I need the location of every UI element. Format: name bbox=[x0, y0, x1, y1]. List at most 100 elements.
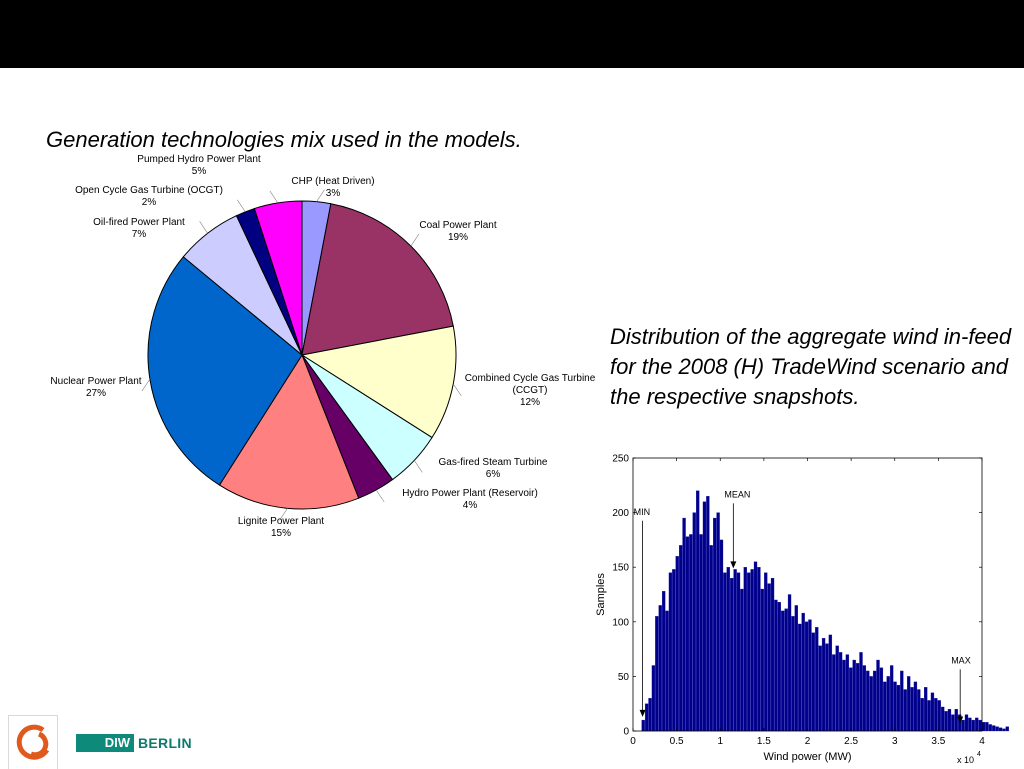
histogram-bar bbox=[975, 717, 979, 732]
histogram-bar bbox=[743, 567, 747, 732]
histogram-bar bbox=[903, 689, 907, 732]
histogram-bar bbox=[750, 569, 754, 732]
histogram-bar bbox=[730, 577, 734, 732]
header-bar bbox=[0, 0, 1024, 68]
diw-city-label: BERLIN bbox=[138, 735, 192, 751]
histogram-bar bbox=[832, 654, 836, 732]
histogram-bar bbox=[937, 700, 941, 732]
histogram-bar bbox=[692, 512, 696, 732]
pie-slice bbox=[218, 353, 360, 510]
histogram-bar bbox=[661, 591, 666, 732]
histogram-bar bbox=[794, 605, 798, 732]
x-tick-label: 4 bbox=[979, 736, 985, 747]
histogram-bar bbox=[951, 714, 955, 732]
pie-percent-label: 15% bbox=[271, 528, 291, 539]
pie-leader-line bbox=[316, 189, 325, 202]
histogram-bar bbox=[740, 588, 744, 732]
histogram-bar bbox=[968, 717, 972, 732]
y-tick-label: 0 bbox=[623, 727, 629, 738]
histogram-bar bbox=[869, 676, 873, 732]
x-tick-label: 0 bbox=[630, 736, 636, 747]
histogram-bar bbox=[900, 670, 904, 732]
histogram-bar bbox=[998, 727, 1003, 732]
pie-label: Combined Cycle Gas Turbine bbox=[465, 373, 596, 384]
histogram-bar bbox=[753, 561, 758, 732]
histogram-bar bbox=[1002, 728, 1006, 732]
histogram-bar bbox=[679, 545, 683, 732]
histogram-bar bbox=[947, 709, 952, 732]
annotation-label: MIN bbox=[634, 507, 651, 517]
histogram-bar bbox=[896, 684, 901, 732]
pie-leader-line bbox=[410, 233, 420, 247]
histogram-bar bbox=[910, 687, 914, 732]
histogram-bar bbox=[828, 634, 833, 732]
histogram-bar bbox=[818, 645, 822, 732]
histogram-bar bbox=[668, 572, 673, 732]
histogram-bar bbox=[883, 681, 887, 732]
histogram-bar bbox=[971, 719, 975, 732]
histogram-bar bbox=[709, 545, 713, 732]
pie-slice bbox=[253, 200, 303, 356]
histogram-bar bbox=[981, 722, 986, 732]
y-tick-label: 200 bbox=[612, 508, 629, 519]
histogram-bar bbox=[655, 616, 659, 732]
pie-leader-line bbox=[141, 378, 151, 392]
histogram-bar bbox=[866, 670, 870, 732]
annotation-label: MAX bbox=[951, 655, 971, 665]
institute-logo bbox=[8, 715, 58, 769]
diw-brand-mark: DIW bbox=[76, 734, 134, 752]
histogram-bar bbox=[699, 534, 703, 732]
histogram-bar bbox=[930, 692, 935, 732]
x-exponent-value: 4 bbox=[977, 751, 981, 758]
histogram-bar bbox=[682, 517, 686, 732]
pie-label: Oil-fired Power Plant bbox=[93, 217, 185, 228]
histogram-bar bbox=[876, 659, 880, 732]
histogram-bar bbox=[978, 719, 982, 732]
histogram-bar bbox=[713, 517, 717, 732]
histogram-bar bbox=[988, 724, 992, 732]
histogram-bar bbox=[675, 556, 679, 732]
histogram-bar bbox=[747, 572, 751, 732]
histogram-bar bbox=[821, 638, 826, 732]
histogram-bar bbox=[702, 501, 707, 732]
pie-leader-line bbox=[269, 190, 279, 204]
histogram-bar bbox=[804, 621, 809, 732]
histogram-bar bbox=[798, 623, 802, 732]
x-tick-label: 3 bbox=[892, 736, 898, 747]
histogram-bar bbox=[859, 652, 863, 732]
histogram-bar bbox=[862, 665, 867, 732]
histogram-bar bbox=[992, 725, 996, 732]
pie-label: Gas-fired Steam Turbine bbox=[439, 457, 548, 468]
pie-label: Coal Power Plant bbox=[419, 220, 496, 231]
x-tick-label: 1.5 bbox=[757, 736, 771, 747]
histogram-bar bbox=[733, 569, 737, 732]
histogram-bar bbox=[801, 612, 805, 732]
pie-percent-label: 6% bbox=[486, 469, 501, 480]
histogram-bar bbox=[934, 698, 938, 732]
histogram-bar bbox=[665, 610, 669, 732]
histogram-bar bbox=[886, 676, 890, 732]
pie-slice bbox=[301, 203, 454, 356]
histogram-bar bbox=[648, 698, 652, 732]
histogram-bar bbox=[849, 667, 853, 732]
histogram-bar bbox=[944, 711, 948, 732]
pie-label: (CCGT) bbox=[513, 385, 548, 396]
histogram-bar bbox=[651, 665, 656, 732]
y-tick-label: 250 bbox=[612, 454, 629, 465]
histogram-bar bbox=[777, 601, 781, 732]
pie-leader-line bbox=[279, 508, 288, 521]
y-tick-label: 150 bbox=[612, 563, 629, 574]
pie-label: Nuclear Power Plant bbox=[50, 376, 141, 387]
pie-leader-line bbox=[453, 383, 462, 397]
x-axis-label: Wind power (MW) bbox=[763, 751, 851, 763]
histogram-bar bbox=[838, 652, 843, 732]
pie-label: Pumped Hydro Power Plant bbox=[137, 154, 261, 165]
pie-percent-label: 19% bbox=[448, 232, 468, 243]
x-tick-label: 0.5 bbox=[670, 736, 684, 747]
pie-slice bbox=[300, 325, 457, 439]
histogram-bar bbox=[842, 659, 846, 732]
histogram-bar bbox=[689, 534, 693, 732]
pie-leader-line bbox=[237, 199, 246, 212]
